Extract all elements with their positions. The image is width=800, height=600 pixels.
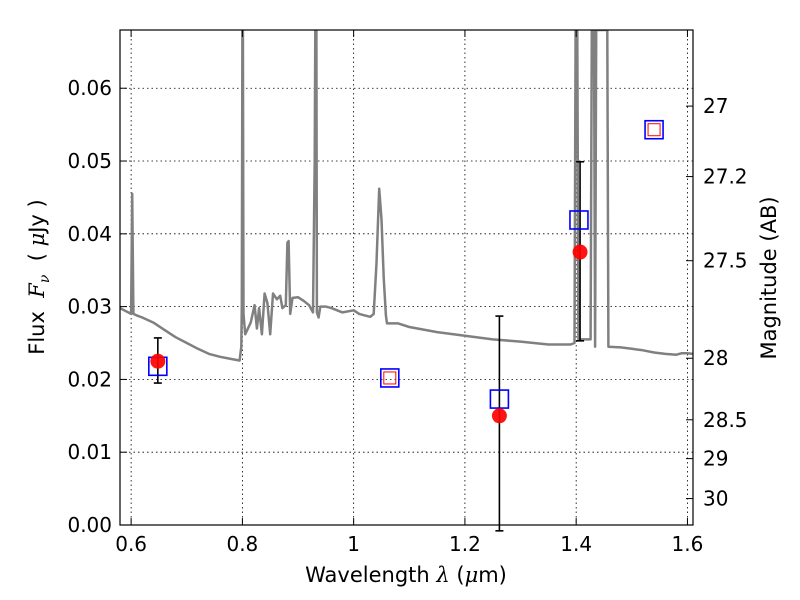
x-tick-label: 1 [347, 532, 360, 556]
observed-point [491, 408, 507, 424]
upper-limit-square [647, 123, 661, 137]
y2-tick-label: 29 [703, 447, 728, 471]
model-square [380, 368, 400, 388]
y2-tick-label: 27.5 [703, 249, 748, 273]
model-square [489, 389, 510, 409]
x-tick-label: 1.2 [449, 532, 481, 556]
y-tick-label: 0.00 [67, 513, 112, 537]
x-tick-label: 1.6 [672, 532, 704, 556]
y-tick-label: 0.02 [67, 367, 112, 391]
observed-point [572, 244, 588, 260]
y2-tick-label: 27.2 [703, 165, 748, 189]
x-tick-label: 1.4 [560, 532, 592, 556]
upper-limit-square [383, 371, 397, 385]
y-tick-label: 0.05 [67, 149, 112, 173]
sed-line [120, 30, 693, 362]
marker-layer [148, 119, 664, 424]
axis-ticks: 0.6 0.8 1 1.2 1.4 1.6 0.00 0.01 0.02 0.03 0.04 0.05… [67, 30, 748, 556]
model-square [569, 210, 589, 230]
y-tick-label: 0.06 [67, 76, 112, 100]
plot-frame [119, 29, 694, 526]
observed-point [150, 353, 166, 369]
x-axis-label: Wavelength λ (μm) [305, 563, 507, 587]
plot-background [120, 30, 693, 525]
grid [120, 30, 693, 525]
model-square [644, 119, 664, 140]
series-layer [120, 30, 693, 362]
y-tick-label: 0.03 [67, 295, 112, 319]
x-tick-label: 0.6 [115, 532, 147, 556]
x-tick-label: 0.8 [226, 532, 258, 556]
y2-tick-label: 27 [703, 94, 728, 118]
y2-axis-label: Magnitude (AB) [757, 196, 781, 359]
y-tick-label: 0.01 [67, 440, 112, 464]
y-tick-label: 0.04 [67, 222, 112, 246]
y2-tick-label: 28.5 [703, 408, 748, 432]
y-axis-label: Flux Fν ( μJy ) [25, 199, 53, 354]
y2-tick-label: 30 [703, 487, 728, 511]
y2-tick-label: 28 [703, 346, 728, 370]
